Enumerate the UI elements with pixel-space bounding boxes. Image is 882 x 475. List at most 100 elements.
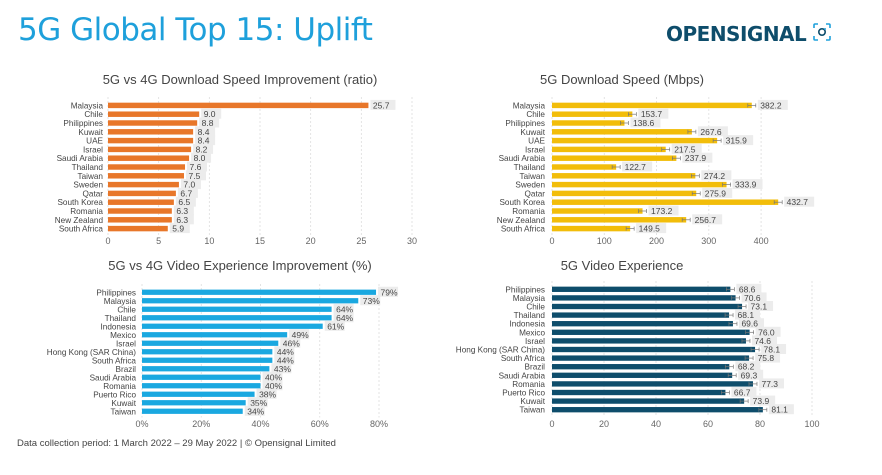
- value-label-bg: [247, 397, 268, 408]
- chart-3: 5G vs 4G Video Experience Improvement (%…: [47, 258, 399, 429]
- value-label-bg: [191, 152, 212, 163]
- category-label: UAE: [528, 137, 545, 146]
- bar: [142, 289, 377, 295]
- value-label-bg: [177, 187, 198, 198]
- bar: [108, 217, 172, 223]
- category-label: Sweden: [515, 181, 545, 190]
- x-tick-label: 60%: [311, 419, 329, 429]
- value-label-bg: [333, 303, 354, 314]
- camera-focus-icon: [812, 22, 832, 47]
- chart-title: 5G vs 4G Download Speed Improvement (rat…: [103, 72, 378, 87]
- bar: [108, 137, 194, 144]
- value-label: 64%: [336, 304, 353, 314]
- bar: [142, 349, 273, 355]
- value-label: 122.7: [625, 162, 647, 172]
- page-title: 5G Global Top 15: Uplift: [18, 12, 373, 48]
- bar: [108, 129, 194, 135]
- category-label: Mexico: [519, 328, 545, 337]
- value-label: 8.4: [198, 127, 210, 137]
- bar: [552, 303, 743, 310]
- value-label: 173.2: [651, 206, 673, 216]
- value-label: 138.6: [633, 118, 655, 128]
- value-label-bg: [736, 283, 762, 294]
- value-label: 40%: [265, 381, 282, 391]
- value-label: 7.6: [190, 162, 202, 172]
- category-label: Romania: [70, 207, 103, 216]
- category-label: Saudi Arabia: [57, 154, 104, 163]
- bar: [552, 155, 677, 161]
- value-label-bg: [738, 318, 764, 329]
- category-label: Saudi Arabia: [90, 373, 137, 382]
- x-tick-label: 0: [105, 236, 110, 246]
- bar: [142, 374, 261, 380]
- value-label-bg: [755, 326, 781, 337]
- value-label-bg: [741, 292, 767, 303]
- bar: [552, 225, 631, 232]
- value-label: 9.0: [204, 109, 216, 119]
- bar: [552, 217, 687, 223]
- category-label: Philippines: [505, 119, 545, 128]
- bar: [552, 389, 726, 396]
- category-label: New Zealand: [497, 216, 546, 225]
- value-label-bg: [702, 187, 733, 198]
- value-label-bg: [289, 329, 310, 340]
- bar: [142, 400, 246, 406]
- value-label-bg: [723, 135, 754, 146]
- bar: [142, 315, 332, 321]
- category-label: South Africa: [501, 225, 546, 234]
- value-label: 256.7: [695, 215, 717, 225]
- value-label-bg: [755, 352, 781, 363]
- value-label-bg: [262, 371, 283, 382]
- category-label: Philippines: [96, 288, 136, 297]
- value-label-bg: [757, 99, 788, 110]
- value-label-bg: [735, 361, 761, 372]
- x-tick-label: 300: [701, 236, 716, 246]
- bar: [552, 137, 718, 144]
- value-label-bg: [201, 108, 222, 119]
- bar: [552, 355, 750, 361]
- bar: [552, 181, 727, 188]
- bar: [552, 321, 733, 327]
- value-label: 68.1: [738, 310, 755, 320]
- bar: [552, 208, 643, 214]
- value-label-bg: [768, 404, 794, 415]
- value-label-bg: [256, 388, 277, 399]
- value-label: 44%: [277, 355, 294, 365]
- category-label: Saudi Arabia: [499, 371, 546, 380]
- bar: [552, 364, 730, 370]
- category-label: South Korea: [499, 198, 545, 207]
- value-label: 153.7: [641, 109, 663, 119]
- value-label-bg: [636, 223, 667, 234]
- value-label: 432.7: [787, 197, 809, 207]
- category-label: Indonesia: [100, 322, 136, 331]
- bar: [552, 381, 753, 387]
- value-label: 6.5: [178, 197, 190, 207]
- value-label-bg: [199, 117, 220, 128]
- value-label-bg: [274, 346, 295, 357]
- bar: [142, 391, 255, 397]
- category-label: Kuwait: [78, 128, 103, 137]
- bar: [108, 190, 176, 197]
- bar: [108, 181, 179, 188]
- chart-1: 5G vs 4G Download Speed Improvement (rat…: [55, 72, 417, 246]
- category-label: Malaysia: [104, 297, 137, 306]
- x-tick-label: 30: [407, 236, 417, 246]
- value-label: 8.0: [194, 153, 206, 163]
- value-label: 34%: [247, 406, 264, 416]
- x-tick-label: 40%: [251, 419, 269, 429]
- value-label-bg: [648, 205, 679, 216]
- value-label: 68.2: [738, 362, 755, 372]
- value-label: 35%: [250, 398, 267, 408]
- category-label: Thailand: [514, 163, 546, 172]
- category-label: UAE: [86, 137, 103, 146]
- bar: [552, 338, 746, 344]
- category-label: Romania: [103, 382, 136, 391]
- category-label: Brazil: [525, 363, 546, 372]
- value-label-bg: [324, 320, 345, 331]
- bar: [552, 286, 731, 292]
- bar: [552, 111, 633, 117]
- x-tick-label: 25: [356, 236, 366, 246]
- bar: [108, 120, 198, 126]
- x-tick-label: 5: [156, 236, 161, 246]
- chart-title: 5G vs 4G Video Experience Improvement (%…: [108, 258, 372, 273]
